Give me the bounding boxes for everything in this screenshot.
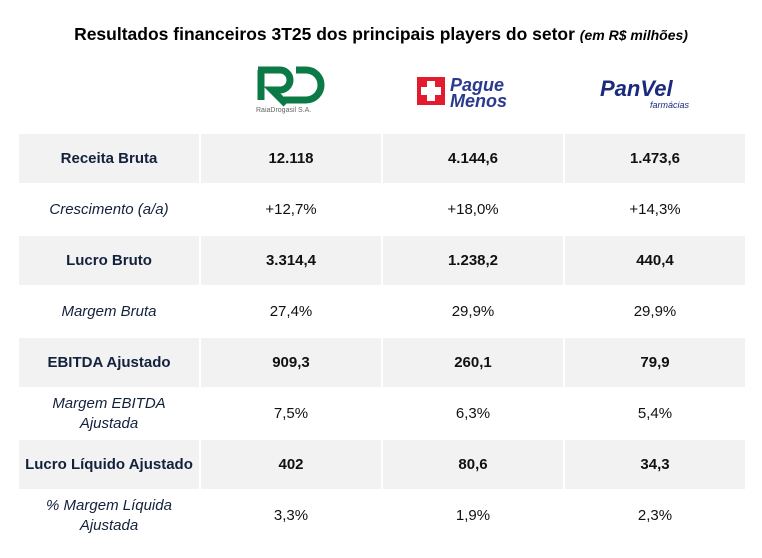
row-label: Margem EBITDA Ajustada: [17, 387, 201, 440]
cell-value: +14,3%: [563, 183, 747, 236]
cell-value: 1.238,2: [381, 234, 565, 287]
table-row: Crescimento (a/a) +12,7% +18,0% +14,3%: [17, 183, 747, 236]
cell-value: 909,3: [199, 336, 383, 389]
row-label: % Margem Líquida Ajustada: [17, 489, 201, 542]
cell-value: 5,4%: [563, 387, 747, 440]
row-label: Margem Bruta: [17, 285, 201, 338]
row-label: Crescimento (a/a): [17, 183, 201, 236]
pague-menos-logo: Pague Menos: [417, 66, 537, 114]
cell-value: 3.314,4: [199, 234, 383, 287]
title-text: Resultados financeiros 3T25 dos principa…: [74, 24, 575, 44]
cell-value: 12.118: [199, 132, 383, 185]
table-row: EBITDA Ajustado 909,3 260,1 79,9: [17, 336, 747, 389]
svg-text:RaiaDrogasil S.A.: RaiaDrogasil S.A.: [256, 107, 311, 114]
cell-value: 7,5%: [199, 387, 383, 440]
cell-value: 440,4: [563, 234, 747, 287]
table-row: Margem Bruta 27,4% 29,9% 29,9%: [17, 285, 747, 338]
row-label: Lucro Líquido Ajustado: [17, 438, 201, 491]
raiadrogasil-logo: RaiaDrogasil S.A.: [254, 66, 334, 114]
cell-value: +18,0%: [381, 183, 565, 236]
row-label: EBITDA Ajustado: [17, 336, 201, 389]
cell-value: 34,3: [563, 438, 747, 491]
svg-text:Menos: Menos: [450, 91, 507, 111]
cell-value: 80,6: [381, 438, 565, 491]
cell-value: 4.144,6: [381, 132, 565, 185]
table-row: Lucro Bruto 3.314,4 1.238,2 440,4: [17, 234, 747, 287]
svg-text:farmácias: farmácias: [650, 100, 690, 110]
table-row: Receita Bruta 12.118 4.144,6 1.473,6: [17, 132, 747, 185]
table-row: % Margem Líquida Ajustada 3,3% 1,9% 2,3%: [17, 489, 747, 542]
row-label: Lucro Bruto: [17, 234, 201, 287]
cell-value: 260,1: [381, 336, 565, 389]
table-row: Lucro Líquido Ajustado 402 80,6 34,3: [17, 438, 747, 491]
row-label: Receita Bruta: [17, 132, 201, 185]
svg-text:Pague: Pague: [450, 75, 504, 95]
cell-value: 3,3%: [199, 489, 383, 542]
cell-value: 1.473,6: [563, 132, 747, 185]
page-title: Resultados financeiros 3T25 dos principa…: [0, 24, 762, 45]
cell-value: 2,3%: [563, 489, 747, 542]
cell-value: 27,4%: [199, 285, 383, 338]
subtitle: (em R$ milhões): [579, 27, 688, 43]
financial-results-table: Receita Bruta 12.118 4.144,6 1.473,6 Crescim…: [17, 132, 747, 542]
svg-text:PanVel: PanVel: [600, 76, 673, 101]
cell-value: 29,9%: [563, 285, 747, 338]
panvel-logo: PanVel farmácias: [598, 66, 708, 114]
table-row: Margem EBITDA Ajustada 7,5% 6,3% 5,4%: [17, 387, 747, 440]
cell-value: +12,7%: [199, 183, 383, 236]
cell-value: 402: [199, 438, 383, 491]
cell-value: 79,9: [563, 336, 747, 389]
cell-value: 1,9%: [381, 489, 565, 542]
cell-value: 29,9%: [381, 285, 565, 338]
cell-value: 6,3%: [381, 387, 565, 440]
